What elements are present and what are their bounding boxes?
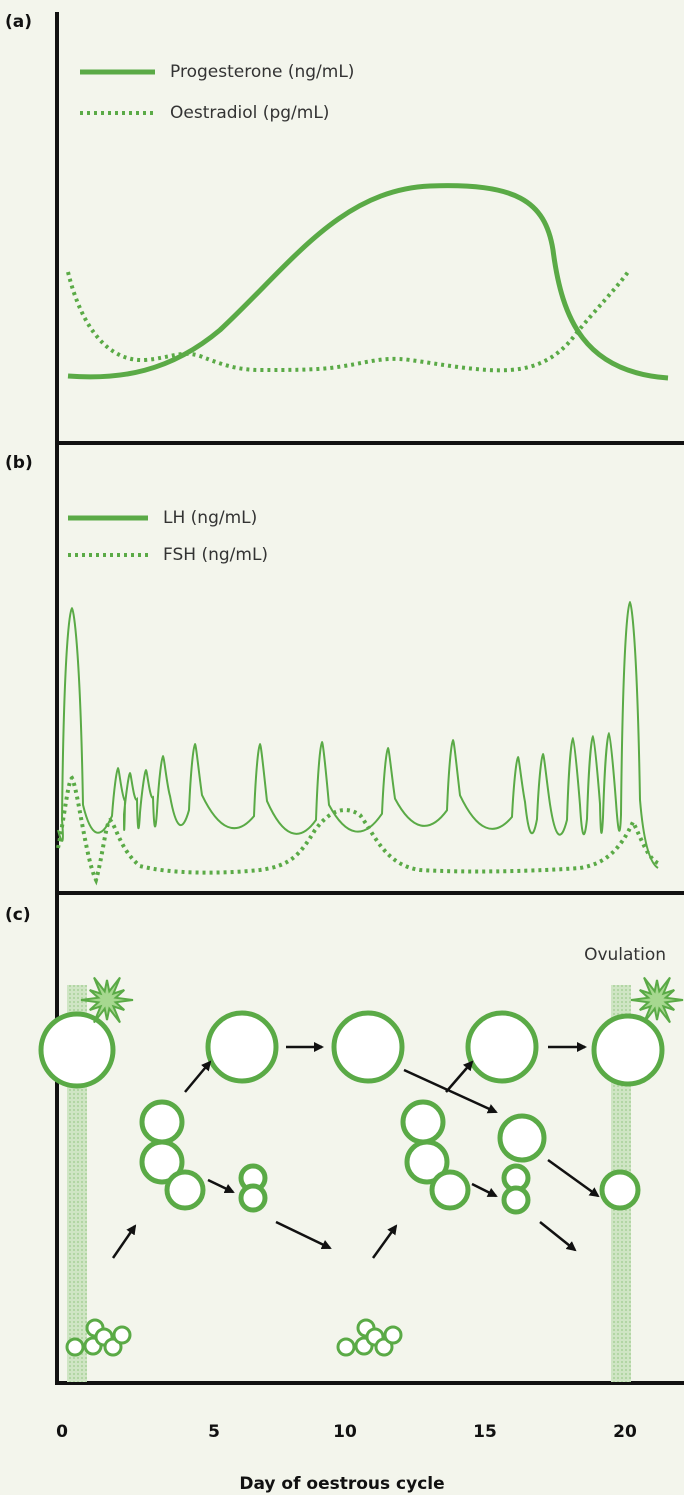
follicle bbox=[403, 1102, 443, 1142]
legend-label: Oestradiol (pg/mL) bbox=[170, 103, 329, 123]
follicle bbox=[594, 1016, 662, 1084]
follicle bbox=[208, 1013, 276, 1081]
figure: (a) Progesterone (ng/mL) Oestradiol (pg/… bbox=[0, 0, 684, 1495]
follicle bbox=[432, 1172, 468, 1208]
legend-label: LH (ng/mL) bbox=[163, 508, 257, 528]
panel-label: (c) bbox=[5, 905, 31, 925]
follicle bbox=[241, 1186, 265, 1210]
legend-label: Progesterone (ng/mL) bbox=[170, 62, 354, 82]
small-follicle bbox=[338, 1339, 354, 1355]
x-tick-label: 20 bbox=[613, 1422, 637, 1442]
background bbox=[0, 0, 684, 1495]
x-axis-title: Day of oestrous cycle bbox=[239, 1474, 444, 1494]
small-follicle bbox=[114, 1327, 130, 1343]
x-tick-label: 10 bbox=[333, 1422, 357, 1442]
annotation: Ovulation bbox=[584, 945, 666, 965]
follicle bbox=[142, 1102, 182, 1142]
x-tick-label: 0 bbox=[56, 1422, 68, 1442]
follicle bbox=[41, 1014, 113, 1086]
follicle bbox=[334, 1013, 402, 1081]
legend-label: FSH (ng/mL) bbox=[163, 545, 268, 565]
follicle bbox=[602, 1172, 638, 1208]
small-follicle bbox=[385, 1327, 401, 1343]
x-tick-label: 15 bbox=[473, 1422, 497, 1442]
small-follicle bbox=[67, 1339, 83, 1355]
x-tick-label: 5 bbox=[208, 1422, 220, 1442]
follicle bbox=[468, 1013, 536, 1081]
follicle bbox=[500, 1116, 544, 1160]
panel-label: (a) bbox=[5, 12, 32, 32]
follicle bbox=[504, 1188, 528, 1212]
follicle bbox=[167, 1172, 203, 1208]
panel-label: (b) bbox=[5, 453, 33, 473]
